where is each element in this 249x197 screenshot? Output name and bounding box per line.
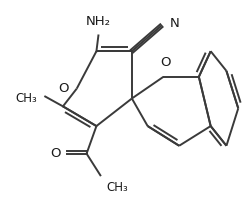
Text: CH₃: CH₃ xyxy=(106,181,128,194)
Text: NH₂: NH₂ xyxy=(86,15,111,28)
Text: N: N xyxy=(169,17,179,30)
Text: O: O xyxy=(160,56,171,69)
Text: CH₃: CH₃ xyxy=(16,92,37,105)
Text: O: O xyxy=(51,147,61,160)
Text: O: O xyxy=(58,82,69,95)
